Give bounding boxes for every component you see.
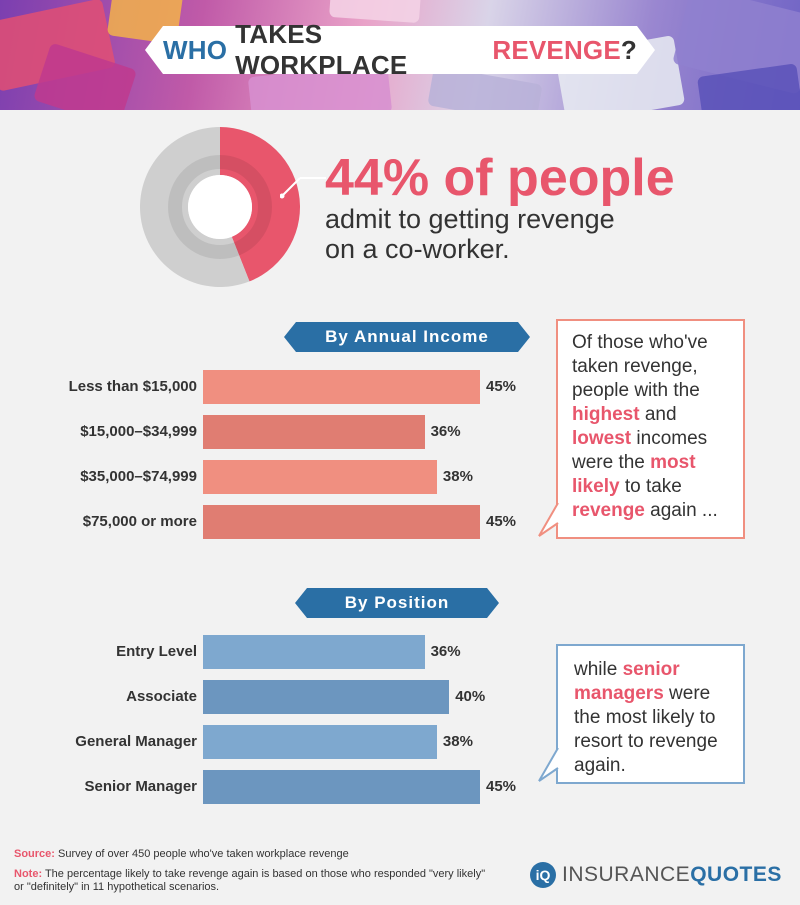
position-callout: while senior managers were the most like… <box>538 644 745 784</box>
title-part2: TAKES WORKPLACE <box>235 19 408 80</box>
position-bar <box>203 770 480 804</box>
position-row: Entry Level 36% <box>0 635 540 669</box>
title-part3: REVENGE <box>492 34 621 65</box>
position-banner: By Position <box>295 588 499 618</box>
income-bar <box>203 460 437 494</box>
income-category-label: $15,000–$34,999 <box>80 423 197 440</box>
income-callout-highlight: lowest <box>572 428 632 449</box>
position-value-label: 38% <box>442 733 473 750</box>
position-category-label: Entry Level <box>116 643 197 660</box>
position-category-label: General Manager <box>75 733 197 750</box>
headline-line2: on a co-worker. <box>325 234 510 264</box>
logo-text-insurance: INSURANCE <box>562 863 691 886</box>
position-category-label: Associate <box>126 688 197 705</box>
position-category-label: Senior Manager <box>84 778 197 795</box>
donut-slice <box>220 127 300 282</box>
note-text: The percentage likely to take revenge ag… <box>14 868 486 893</box>
position-value-label: 36% <box>430 643 461 660</box>
income-value-label: 36% <box>430 423 461 440</box>
title-part4: ? <box>620 34 637 65</box>
position-callout-text: while <box>574 659 623 680</box>
source-text: Survey of over 450 people who've taken w… <box>54 848 349 860</box>
income-row: $75,000 or more 45% <box>0 505 540 539</box>
note-label: Note: <box>14 868 43 880</box>
income-callout-text: again ... <box>644 500 718 521</box>
income-value-label: 38% <box>442 468 473 485</box>
income-bar <box>203 370 480 404</box>
donut-inner-ring <box>168 155 272 259</box>
position-callout-text: were the most likely to resort to reveng… <box>574 683 718 776</box>
headline-stat: 44% of people <box>325 149 675 207</box>
income-value-label: 45% <box>486 513 517 530</box>
position-value-label: 40% <box>455 688 486 705</box>
donut-leader-line <box>280 177 326 199</box>
donut-chart <box>140 127 300 287</box>
headline-subtext: admit to getting revenge on a co-worker. <box>325 204 615 264</box>
position-chart-title: By Position <box>344 593 450 612</box>
source-label: Source: <box>14 848 55 860</box>
income-chart-title: By Annual Income <box>325 327 489 346</box>
position-row: General Manager 38% <box>0 725 540 759</box>
logo-text-quotes: QUOTES <box>690 863 782 886</box>
income-row: Less than $15,000 45% <box>0 370 540 404</box>
position-row: Senior Manager 45% <box>0 770 540 804</box>
source-footnote: Source: Survey of over 450 people who've… <box>14 848 349 861</box>
income-bar <box>203 505 480 539</box>
page-title: WHO TAKES WORKPLACE REVENGE ? <box>145 19 655 80</box>
income-category-label: $35,000–$74,999 <box>80 468 197 485</box>
income-row: $15,000–$34,999 36% <box>0 415 540 449</box>
income-callout-text: to take <box>619 476 682 497</box>
position-callout-tail <box>538 746 560 782</box>
income-callout-highlight: most likely <box>572 452 696 497</box>
income-callout-text: incomes were the <box>572 428 708 473</box>
position-callout-highlight: senior managers <box>574 659 680 704</box>
income-callout-text: and <box>639 404 677 425</box>
note-footnote: Note: The percentage likely to take reve… <box>14 868 494 894</box>
insurancequotes-logo: iQ INSURANCE QUOTES <box>530 862 782 888</box>
income-bar <box>203 415 425 449</box>
income-value-label: 45% <box>486 378 517 395</box>
position-bar <box>203 680 450 714</box>
logo-mark-icon: iQ <box>530 862 556 888</box>
donut-slice <box>140 127 250 287</box>
headline-line1: admit to getting revenge <box>325 204 615 234</box>
position-row: Associate 40% <box>0 680 540 714</box>
position-bar <box>203 635 425 669</box>
title-part1: WHO <box>163 34 228 65</box>
income-banner: By Annual Income <box>284 322 530 352</box>
income-callout-highlight: highest <box>572 404 640 425</box>
donut-hole <box>188 175 252 239</box>
income-callout: Of those who've taken revenge, people wi… <box>538 319 745 539</box>
income-row: $35,000–$74,999 38% <box>0 460 540 494</box>
income-callout-tail <box>538 501 560 537</box>
income-callout-highlight: revenge <box>572 500 645 521</box>
position-value-label: 45% <box>486 778 517 795</box>
income-category-label: Less than $15,000 <box>68 378 197 395</box>
position-bar <box>203 725 437 759</box>
income-callout-text: Of those who've taken revenge, people wi… <box>572 332 708 401</box>
income-category-label: $75,000 or more <box>82 513 197 530</box>
